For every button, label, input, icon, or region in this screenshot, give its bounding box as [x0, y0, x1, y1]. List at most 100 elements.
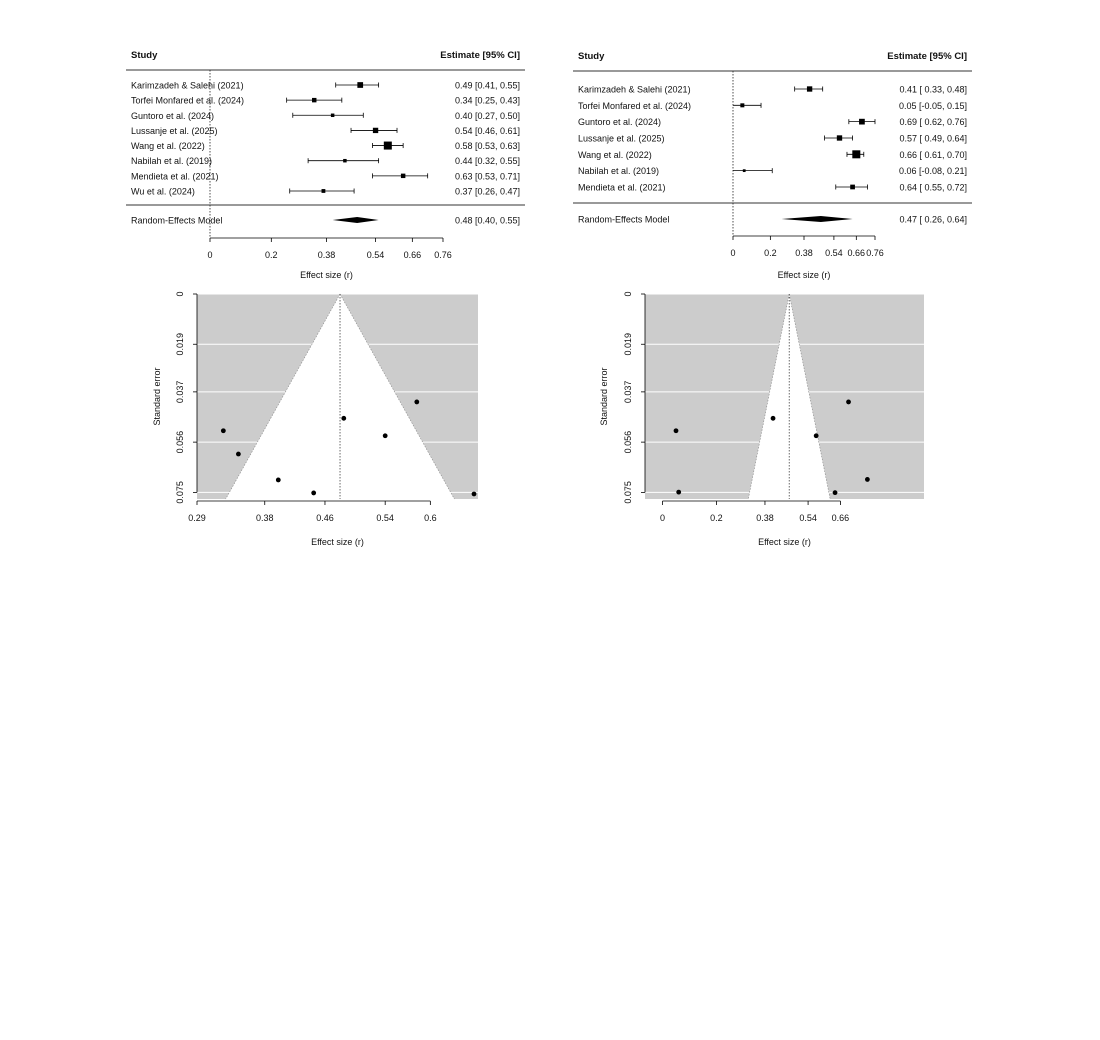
study-point: [341, 415, 347, 421]
column-header-study: Study: [131, 50, 158, 61]
point-estimate: [836, 135, 843, 141]
x-tick-label: 0.54: [825, 248, 843, 258]
study-name: Lussanje et al. (2025): [131, 126, 218, 136]
study-name: Torfei Monfared et al. (2024): [578, 101, 691, 111]
study-name: Wang et al. (2022): [131, 141, 205, 151]
study-row: Mendieta et al. (2021) 0.63 [0.53, 0.71]: [131, 171, 520, 181]
study-point: [813, 433, 819, 439]
study-row: Torfei Monfared et al. (2024) 0.34 [0.25,…: [131, 96, 520, 106]
funnel-left-edge: [747, 293, 790, 500]
x-tick-label: 0: [207, 250, 212, 260]
x-tick-label: 0.54: [367, 250, 385, 260]
x-tick-label: 0.66: [848, 248, 866, 258]
summary-diamond: [332, 217, 379, 223]
study-point: [864, 477, 870, 482]
x-axis-title: Effect size (r): [778, 270, 831, 280]
point-estimate: [372, 127, 379, 134]
y-axis-title: Standard error: [599, 367, 609, 425]
point-estimate: [400, 173, 406, 179]
funnel-left: 0 0.019 0.037 0.056 0.075 Standard error 0.29 0…: [152, 291, 478, 547]
study-point: [275, 477, 281, 483]
study-estimate-label: 0.34 [0.25, 0.43]: [455, 96, 520, 106]
study-estimate-label: 0.69 [ 0.62, 0.76]: [899, 117, 967, 127]
x-tick-label: 0.2: [265, 250, 278, 260]
x-tick-label: 0.6: [424, 513, 437, 523]
point-estimate: [383, 141, 392, 150]
point-estimate: [343, 158, 347, 163]
funnel-left-edge: [225, 293, 341, 500]
study-estimate-label: 0.57 [ 0.49, 0.64]: [899, 133, 967, 143]
point-estimate: [742, 169, 746, 173]
x-tick-label: 0.2: [710, 513, 723, 523]
x-tick-label: 0.66: [832, 513, 850, 523]
summary-name: Random-Effects Model: [578, 215, 669, 225]
study-point: [220, 428, 226, 434]
x-tick-label: 0: [660, 513, 665, 523]
y-tick-label: 0: [623, 291, 633, 296]
y-tick-label: 0.075: [623, 481, 633, 504]
study-row: Guntoro et al. (2024) 0.40 [0.27, 0.50]: [131, 111, 520, 121]
study-name: Wu et al. (2024): [131, 186, 195, 196]
x-tick-label: 0.54: [376, 513, 394, 523]
x-tick-label: 0: [730, 248, 735, 258]
column-header-estimate: Estimate [95% CI]: [440, 50, 520, 61]
summary-estimate-label: 0.48 [0.40, 0.55]: [455, 216, 520, 226]
point-estimate: [321, 189, 326, 193]
point-estimate: [859, 118, 865, 125]
y-tick-label: 0: [175, 291, 185, 296]
study-estimate-label: 0.06 [-0.08, 0.21]: [899, 166, 967, 176]
point-estimate: [312, 97, 317, 103]
study-point: [311, 490, 317, 496]
x-tick-label: 0.54: [799, 513, 817, 523]
study-point: [382, 433, 388, 439]
point-estimate: [357, 82, 364, 88]
study-estimate-label: 0.44 [0.32, 0.55]: [455, 156, 520, 166]
column-header-study: Study: [578, 51, 605, 62]
study-name: Mendieta et al. (2021): [578, 182, 666, 192]
study-name: Guntoro et al. (2024): [131, 111, 214, 121]
point-estimate: [806, 86, 813, 92]
study-row: Karimzadeh & Salehi (2021) 0.49 [0.41, 0.…: [131, 81, 520, 91]
study-row: Torfei Monfared et al. (2024) 0.05 [-0.05…: [578, 101, 967, 111]
point-estimate: [850, 184, 855, 190]
y-tick-label: 0.019: [175, 333, 185, 356]
study-estimate-label: 0.54 [0.46, 0.61]: [455, 126, 520, 136]
y-tick-label: 0.056: [175, 431, 185, 454]
summary-estimate-label: 0.47 [ 0.26, 0.64]: [899, 215, 967, 225]
x-tick-label: 0.46: [316, 513, 334, 523]
point-estimate: [852, 150, 861, 159]
study-row: Guntoro et al. (2024) 0.69 [ 0.62, 0.76]: [578, 117, 967, 127]
study-point: [471, 491, 477, 497]
study-estimate-label: 0.49 [0.41, 0.55]: [455, 81, 520, 91]
study-name: Wang et al. (2022): [578, 150, 652, 160]
study-name: Mendieta et al. (2021): [131, 171, 219, 181]
point-estimate: [330, 113, 335, 118]
x-tick-label: 0.2: [764, 248, 777, 258]
study-row: Wang et al. (2022) 0.58 [0.53, 0.63]: [131, 141, 520, 151]
y-tick-label: 0.056: [623, 431, 633, 454]
study-point: [673, 428, 679, 434]
study-point: [770, 415, 776, 421]
x-tick-label: 0.38: [756, 513, 774, 523]
y-tick-label: 0.075: [175, 481, 185, 504]
study-point: [676, 489, 682, 495]
study-name: Lussanje et al. (2025): [578, 133, 665, 143]
study-name: Nabilah et al. (2019): [131, 156, 212, 166]
study-row: Lussanje et al. (2025) 0.57 [ 0.49, 0.64]: [578, 133, 967, 143]
point-estimate: [740, 103, 745, 108]
study-row: Lussanje et al. (2025) 0.54 [0.46, 0.61]: [131, 126, 520, 136]
y-tick-label: 0.037: [175, 381, 185, 404]
y-axis-title: Standard error: [152, 367, 162, 425]
study-name: Nabilah et al. (2019): [578, 166, 659, 176]
study-point: [832, 490, 838, 496]
study-row: Wu et al. (2024) 0.37 [0.26, 0.47]: [131, 186, 520, 196]
study-point: [236, 451, 241, 457]
study-name: Karimzadeh & Salehi (2021): [578, 85, 691, 95]
study-point: [414, 399, 420, 405]
study-estimate-label: 0.40 [0.27, 0.50]: [455, 111, 520, 121]
study-estimate-label: 0.05 [-0.05, 0.15]: [899, 101, 967, 111]
x-axis-title: Effect size (r): [300, 270, 353, 280]
study-row: Nabilah et al. (2019) 0.06 [-0.08, 0.21]: [578, 166, 967, 176]
study-estimate-label: 0.66 [ 0.61, 0.70]: [899, 150, 967, 160]
